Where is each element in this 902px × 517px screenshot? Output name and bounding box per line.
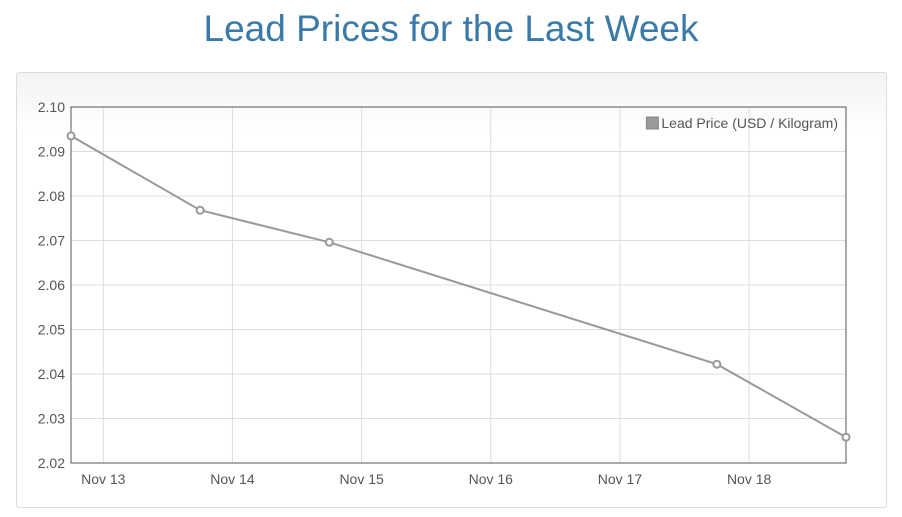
chart-card: 2.02 2.03 2.04 2.05 2.06 2.07 2.08 2.09 2.10 Nov… (16, 72, 887, 508)
x-gridlines (102, 107, 750, 463)
y-tick-label: 2.10 (38, 99, 65, 115)
y-tick-label: 2.07 (38, 233, 65, 249)
x-tick-label: Nov 15 (339, 471, 384, 487)
y-tick-label: 2.05 (38, 322, 65, 338)
line-chart: 2.02 2.03 2.04 2.05 2.06 2.07 2.08 2.09 2.10 Nov… (38, 99, 851, 487)
series-layer (66, 131, 851, 442)
y-tick-label: 2.03 (38, 411, 65, 427)
y-axis-tick-labels: 2.02 2.03 2.04 2.05 2.06 2.07 2.08 2.09 2.10 (38, 99, 65, 471)
data-point (712, 359, 722, 369)
page-title: Lead Prices for the Last Week (203, 8, 699, 49)
series-line (70, 135, 847, 439)
legend-swatch (645, 116, 659, 130)
x-tick-label: Nov 17 (598, 471, 643, 487)
y-tick-label: 2.04 (38, 366, 65, 382)
data-point (66, 131, 76, 141)
y-tick-label: 2.06 (38, 277, 65, 293)
y-tick-label: 2.08 (38, 188, 65, 204)
y-tick-label: 2.09 (38, 144, 65, 160)
legend[interactable]: Lead Price (USD / Kilogram) (645, 115, 838, 131)
plot-frame (70, 106, 847, 464)
x-tick-label: Nov 18 (727, 471, 772, 487)
x-tick-label: Nov 16 (469, 471, 514, 487)
data-point (195, 205, 205, 215)
y-gridlines (71, 106, 846, 464)
x-tick-label: Nov 14 (210, 471, 255, 487)
legend-label: Lead Price (USD / Kilogram) (661, 115, 838, 131)
data-point (324, 237, 334, 247)
data-point (841, 432, 851, 442)
x-tick-label: Nov 13 (81, 471, 126, 487)
x-axis-tick-labels: Nov 13 Nov 14 Nov 15 Nov 16 Nov 17 Nov 18 (81, 471, 771, 487)
y-tick-label: 2.02 (38, 455, 65, 471)
